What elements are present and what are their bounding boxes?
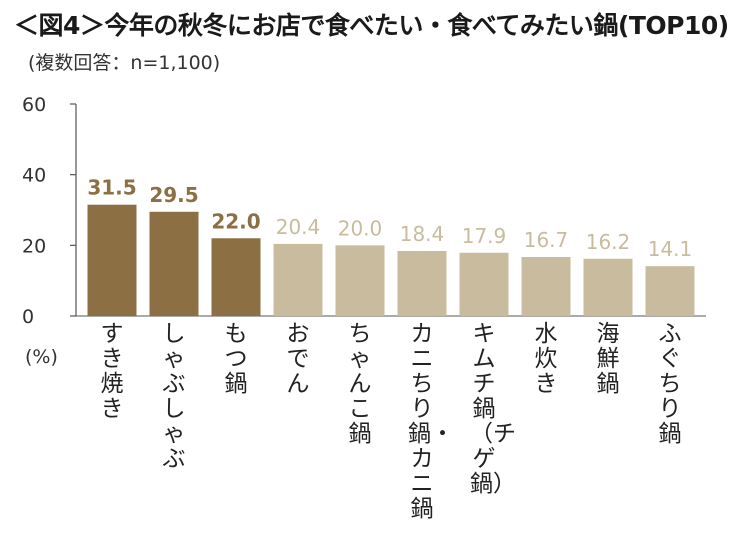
bar [459, 252, 509, 316]
category-label: 海鮮鍋 [596, 321, 620, 397]
bar [521, 256, 571, 316]
bar-value-label: 29.5 [149, 183, 198, 207]
bar-value-label: 14.1 [648, 237, 693, 261]
bar-value-label: 18.4 [400, 222, 445, 246]
category-label: おでん [286, 321, 310, 397]
category-label: しゃぶしゃぶ [162, 321, 186, 472]
bar-value-label: 17.9 [462, 224, 507, 248]
bar [645, 266, 695, 316]
y-tick-label: 0 [22, 306, 34, 328]
category-label: カニちり鍋・カニ鍋 [408, 321, 454, 522]
bar-value-label: 22.0 [211, 209, 260, 233]
category-label: ちゃんこ鍋 [348, 321, 372, 447]
category-label: キムチ鍋（チゲ鍋） [470, 321, 516, 497]
bar [397, 250, 447, 316]
bar [583, 258, 633, 316]
chart-title: ＜図4＞今年の秋冬にお店で食べたい・食べてみたい鍋(TOP10) [14, 11, 729, 40]
bar [87, 204, 137, 316]
bar-value-label: 16.7 [524, 228, 569, 252]
y-tick-label: 40 [22, 165, 46, 187]
category-label: もつ鍋 [224, 321, 248, 397]
bar-value-label: 20.0 [338, 216, 383, 240]
bar [211, 238, 261, 316]
bar-value-label: 31.5 [87, 176, 136, 200]
category-label: ふぐちり鍋 [658, 321, 682, 447]
bar [149, 211, 199, 316]
y-tick-label: 60 [22, 94, 46, 116]
bar-value-label: 16.2 [586, 230, 631, 254]
bar [273, 243, 323, 316]
category-label: すき焼き [100, 321, 124, 422]
category-label: 水炊き [534, 321, 558, 397]
y-axis-unit: (%) [25, 346, 58, 368]
y-tick-label: 20 [22, 235, 46, 257]
chart-subtitle: (複数回答：n=1,100) [28, 52, 221, 74]
bar [335, 245, 385, 316]
bar-value-label: 20.4 [276, 215, 321, 239]
